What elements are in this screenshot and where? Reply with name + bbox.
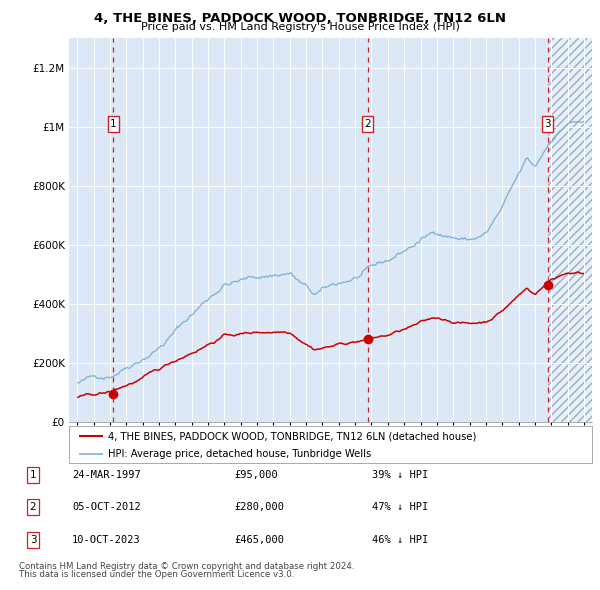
- Text: 24-MAR-1997: 24-MAR-1997: [72, 470, 141, 480]
- Text: 39% ↓ HPI: 39% ↓ HPI: [372, 470, 428, 480]
- Text: Contains HM Land Registry data © Crown copyright and database right 2024.: Contains HM Land Registry data © Crown c…: [19, 562, 355, 571]
- Text: 4, THE BINES, PADDOCK WOOD, TONBRIDGE, TN12 6LN (detached house): 4, THE BINES, PADDOCK WOOD, TONBRIDGE, T…: [108, 431, 476, 441]
- Text: £95,000: £95,000: [234, 470, 278, 480]
- Text: 10-OCT-2023: 10-OCT-2023: [72, 535, 141, 545]
- Text: 47% ↓ HPI: 47% ↓ HPI: [372, 503, 428, 512]
- Text: 2: 2: [364, 119, 371, 129]
- Text: This data is licensed under the Open Government Licence v3.0.: This data is licensed under the Open Gov…: [19, 571, 295, 579]
- Text: HPI: Average price, detached house, Tunbridge Wells: HPI: Average price, detached house, Tunb…: [108, 449, 371, 459]
- Text: 4, THE BINES, PADDOCK WOOD, TONBRIDGE, TN12 6LN: 4, THE BINES, PADDOCK WOOD, TONBRIDGE, T…: [94, 12, 506, 25]
- Text: 3: 3: [29, 535, 37, 545]
- Text: 46% ↓ HPI: 46% ↓ HPI: [372, 535, 428, 545]
- Text: £280,000: £280,000: [234, 503, 284, 512]
- Text: 2: 2: [29, 503, 37, 512]
- Text: 1: 1: [110, 119, 117, 129]
- Text: 05-OCT-2012: 05-OCT-2012: [72, 503, 141, 512]
- Text: 3: 3: [544, 119, 551, 129]
- Text: 1: 1: [29, 470, 37, 480]
- Bar: [548, 38, 592, 422]
- Text: Price paid vs. HM Land Registry's House Price Index (HPI): Price paid vs. HM Land Registry's House …: [140, 22, 460, 32]
- Bar: [548, 38, 592, 422]
- Text: £465,000: £465,000: [234, 535, 284, 545]
